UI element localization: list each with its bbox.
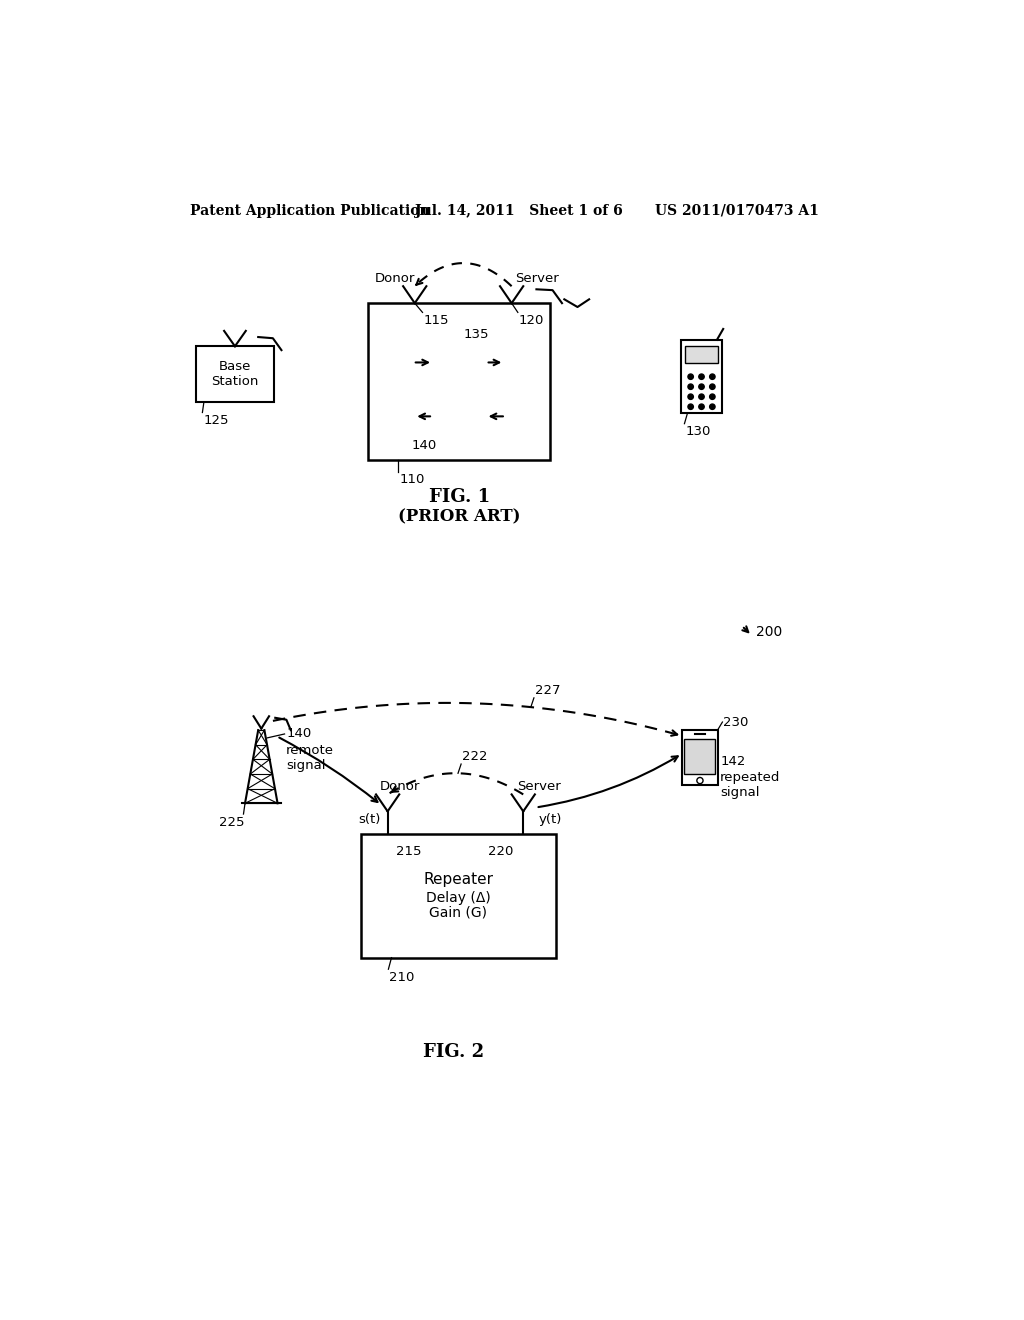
Circle shape bbox=[710, 404, 715, 409]
Bar bbox=[685, 346, 718, 363]
Circle shape bbox=[698, 384, 705, 389]
Bar bbox=[197, 346, 273, 401]
Text: 227: 227 bbox=[535, 684, 560, 697]
Circle shape bbox=[688, 384, 693, 389]
Text: 225: 225 bbox=[219, 816, 245, 829]
Circle shape bbox=[688, 395, 693, 400]
Text: Base
Station: Base Station bbox=[211, 360, 259, 388]
Text: Repeater: Repeater bbox=[423, 871, 494, 887]
Text: Server: Server bbox=[515, 272, 558, 285]
Circle shape bbox=[698, 404, 705, 409]
Circle shape bbox=[688, 374, 693, 379]
Text: 210: 210 bbox=[389, 970, 415, 983]
Bar bbox=[360, 834, 556, 958]
Text: 230: 230 bbox=[723, 715, 749, 729]
Text: remote
signal: remote signal bbox=[286, 744, 334, 772]
Text: 222: 222 bbox=[462, 750, 487, 763]
Circle shape bbox=[698, 374, 705, 379]
Text: 115: 115 bbox=[423, 314, 449, 327]
Circle shape bbox=[710, 384, 715, 389]
Circle shape bbox=[710, 374, 715, 379]
Text: Donor: Donor bbox=[375, 272, 415, 285]
Text: repeated
signal: repeated signal bbox=[720, 771, 780, 800]
Text: 220: 220 bbox=[487, 845, 513, 858]
Circle shape bbox=[698, 395, 705, 400]
Bar bbox=[369, 304, 550, 461]
Text: FIG. 1: FIG. 1 bbox=[429, 488, 489, 506]
Bar bbox=[684, 739, 716, 775]
Text: 120: 120 bbox=[518, 314, 544, 327]
Text: Patent Application Publication: Patent Application Publication bbox=[190, 203, 430, 218]
Text: 125: 125 bbox=[203, 414, 228, 428]
Text: 140: 140 bbox=[412, 440, 436, 453]
Text: 135: 135 bbox=[463, 327, 488, 341]
Text: US 2011/0170473 A1: US 2011/0170473 A1 bbox=[655, 203, 819, 218]
Text: 110: 110 bbox=[399, 474, 425, 486]
Text: s(t): s(t) bbox=[358, 813, 381, 826]
Text: Gain (G): Gain (G) bbox=[429, 906, 487, 920]
Text: (PRIOR ART): (PRIOR ART) bbox=[398, 508, 520, 525]
Text: 142: 142 bbox=[720, 755, 745, 768]
Text: 215: 215 bbox=[396, 845, 422, 858]
Circle shape bbox=[688, 404, 693, 409]
Text: Server: Server bbox=[517, 780, 561, 793]
Text: 200: 200 bbox=[756, 624, 782, 639]
Bar bbox=[682, 730, 718, 785]
Text: FIG. 2: FIG. 2 bbox=[423, 1043, 484, 1060]
Text: y(t): y(t) bbox=[539, 813, 562, 826]
Text: Donor: Donor bbox=[380, 780, 420, 793]
Text: 130: 130 bbox=[685, 425, 711, 438]
Circle shape bbox=[710, 395, 715, 400]
Bar bbox=[681, 339, 722, 413]
Text: 140: 140 bbox=[286, 727, 311, 741]
Text: Jul. 14, 2011   Sheet 1 of 6: Jul. 14, 2011 Sheet 1 of 6 bbox=[415, 203, 623, 218]
Text: Delay (Δ): Delay (Δ) bbox=[426, 891, 490, 904]
